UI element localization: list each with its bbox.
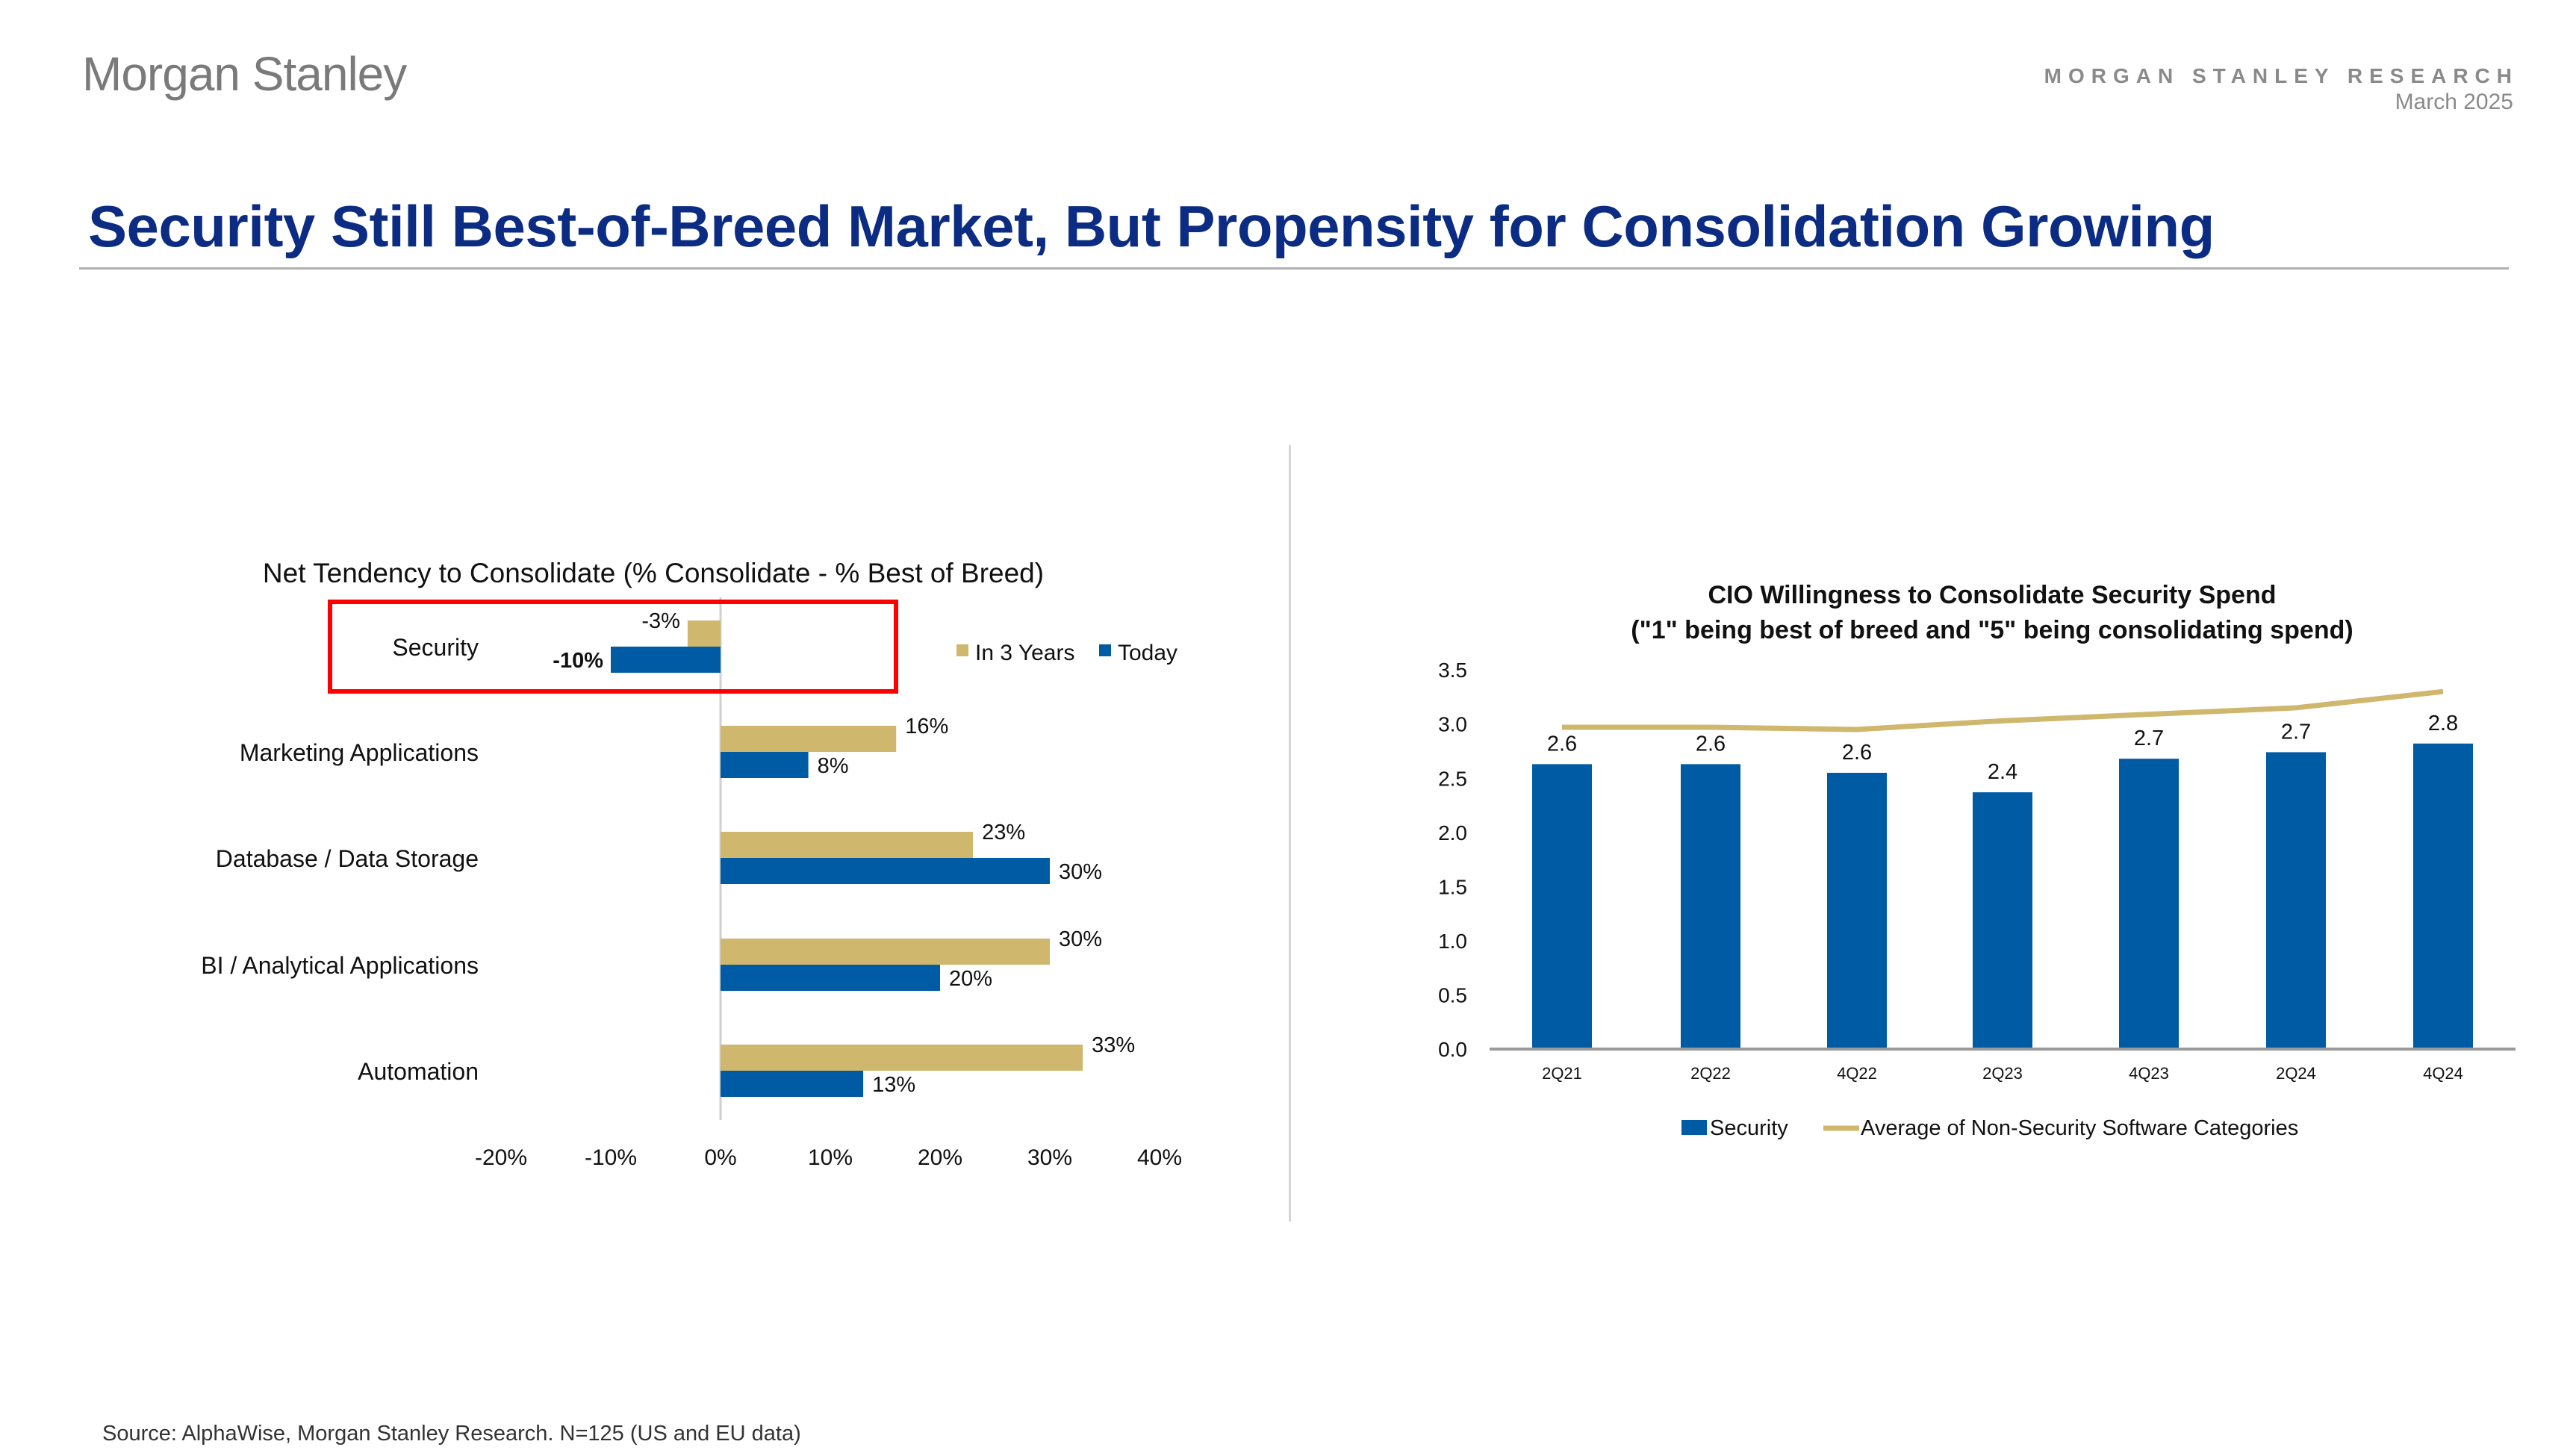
y-tick-label: 3.0 <box>1438 713 1467 736</box>
data-label: 2.7 <box>2281 720 2311 744</box>
x-tick-label: 4Q22 <box>1837 1064 1877 1083</box>
y-tick-label: 3.5 <box>1438 659 1467 682</box>
category-label: Marketing Applications <box>240 739 479 766</box>
data-label: 2.6 <box>1696 732 1726 756</box>
source-note: Source: AlphaWise, Morgan Stanley Resear… <box>102 1422 801 1446</box>
bar-security <box>1532 764 1592 1049</box>
x-tick-label: 30% <box>1027 1145 1072 1170</box>
legend-swatch-today <box>1099 644 1111 656</box>
data-label: 2.4 <box>1988 760 2017 784</box>
right-chart-title: CIO Willingness to Consolidate Security … <box>1708 581 2276 609</box>
bar-today <box>721 1071 864 1097</box>
x-tick-label: 0% <box>704 1145 736 1170</box>
research-label: MORGAN STANLEY RESEARCH <box>2044 64 2518 87</box>
bar-security <box>2266 752 2326 1049</box>
x-tick-label: 40% <box>1137 1145 1182 1170</box>
left-chart-title: Net Tendency to Consolidate (% Consolida… <box>263 558 1044 588</box>
bar-in-3-years <box>687 620 721 647</box>
x-tick-label: 20% <box>918 1145 962 1170</box>
y-tick-label: 1.5 <box>1438 875 1467 898</box>
bar-in-3-years <box>721 1045 1083 1071</box>
x-tick-label: 2Q21 <box>1542 1064 1582 1083</box>
x-tick-label: 4Q23 <box>2129 1064 2169 1083</box>
bar-today <box>721 752 809 778</box>
bar-security <box>1827 772 1887 1049</box>
chart-divider <box>1289 445 1291 1222</box>
legend-label: Average of Non-Security Software Categor… <box>1861 1116 2298 1140</box>
data-label: 30% <box>1059 860 1102 884</box>
bar-in-3-years <box>721 832 974 858</box>
bar-today <box>721 965 940 991</box>
bar-security <box>2413 743 2473 1049</box>
bar-in-3-years <box>721 726 897 752</box>
data-label: -3% <box>641 609 680 633</box>
y-tick-label: 0.0 <box>1438 1038 1467 1061</box>
bar-in-3-years <box>721 939 1050 965</box>
data-label: 13% <box>872 1073 915 1097</box>
y-tick-label: 2.5 <box>1438 767 1467 790</box>
page-title: Security Still Best-of-Breed Market, But… <box>88 193 2215 259</box>
x-tick-label: 2Q24 <box>2276 1064 2316 1083</box>
data-label: 20% <box>949 967 992 991</box>
data-label: 2.6 <box>1547 732 1577 756</box>
y-tick-label: 1.0 <box>1438 930 1467 953</box>
data-label: 23% <box>982 821 1025 844</box>
y-tick-label: 0.5 <box>1438 983 1467 1007</box>
data-label: 30% <box>1059 927 1102 951</box>
bar-today <box>611 647 721 673</box>
category-label: Automation <box>358 1058 479 1085</box>
data-label: -10% <box>553 649 603 673</box>
category-label: Database / Data Storage <box>216 845 479 872</box>
x-tick-label: 10% <box>808 1145 853 1170</box>
data-label: 16% <box>905 715 948 738</box>
legend-swatch-security <box>1681 1120 1707 1135</box>
category-label: BI / Analytical Applications <box>201 952 479 979</box>
bar-security <box>1681 764 1740 1049</box>
x-tick-label: 4Q24 <box>2423 1064 2463 1083</box>
legend-label: Security <box>1710 1116 1788 1140</box>
line-non-security-average <box>1562 688 2444 732</box>
title-underline <box>79 267 2509 270</box>
x-tick-label: -10% <box>585 1145 637 1170</box>
right-chart-subtitle: ("1" being best of breed and "5" being c… <box>1631 616 2353 644</box>
data-label: 33% <box>1092 1033 1135 1057</box>
data-label: 2.8 <box>2428 712 2458 735</box>
bar-security <box>2119 759 2179 1049</box>
morgan-stanley-logo: Morgan Stanley <box>82 47 407 101</box>
bar-today <box>721 858 1050 884</box>
data-label: 8% <box>818 754 849 778</box>
x-tick-label: 2Q23 <box>1982 1064 2023 1083</box>
highlight-box <box>328 600 898 694</box>
category-label: Security <box>392 634 479 661</box>
bar-security <box>1973 792 2032 1049</box>
y-tick-label: 2.0 <box>1438 821 1467 844</box>
legend-label: Today <box>1118 641 1177 665</box>
x-tick-label: 2Q22 <box>1690 1064 1731 1083</box>
legend-swatch-in-3-years <box>956 644 968 656</box>
data-label: 2.6 <box>1842 741 1872 765</box>
legend-label: In 3 Years <box>975 641 1074 665</box>
report-date: March 2025 <box>2395 90 2513 114</box>
x-tick-label: -20% <box>475 1145 527 1170</box>
data-label: 2.7 <box>2134 727 2164 750</box>
